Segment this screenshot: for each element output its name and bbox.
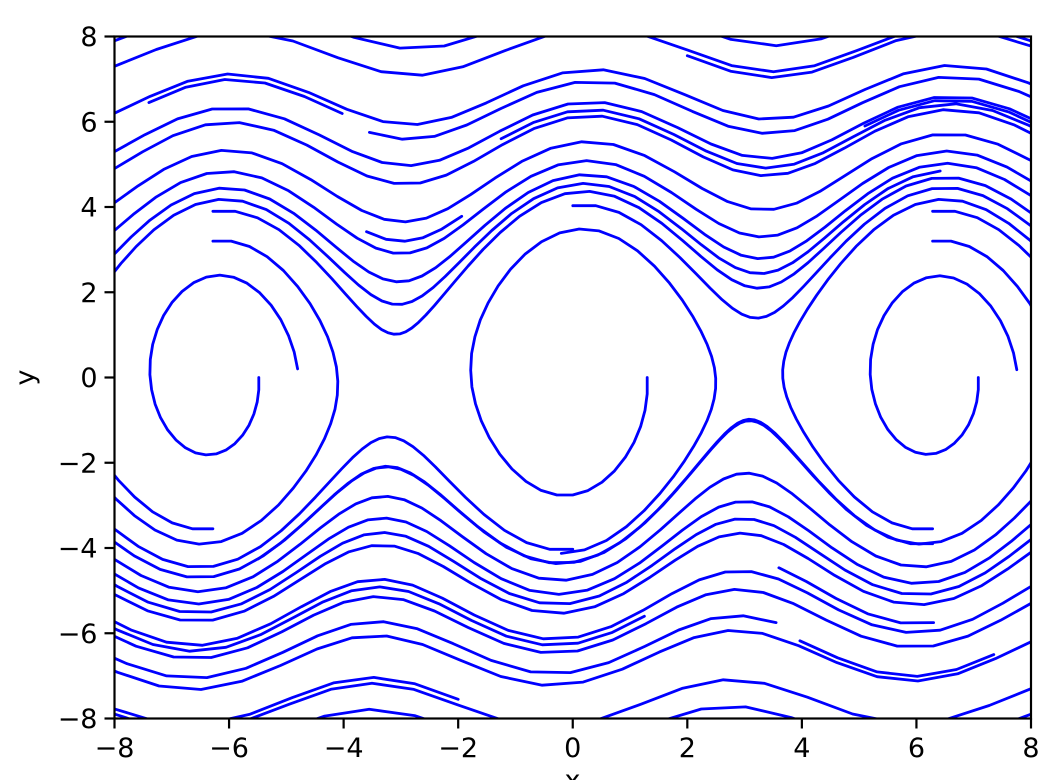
trajectory-line	[114, 419, 934, 579]
y-tick-label: −6	[58, 619, 98, 650]
x-axis-label: x	[565, 765, 581, 780]
trajectory-line	[114, 108, 1031, 185]
trajectory-line	[114, 64, 1031, 126]
y-tick-label: −2	[58, 448, 98, 479]
trajectory-line	[469, 227, 718, 555]
trajectory-line	[256, 239, 1031, 565]
x-axis-ticks: −8 −6 −4 −2 0 2 4 6 8	[95, 718, 1040, 764]
x-tick-label: 2	[679, 733, 696, 764]
trajectory-line	[114, 36, 833, 50]
trajectory-line	[211, 176, 1031, 336]
trajectory-line	[147, 78, 344, 115]
y-tick-label: 8	[80, 22, 97, 53]
x-tick-label: −4	[324, 733, 364, 764]
trajectory-line	[777, 566, 935, 625]
y-tick-label: 2	[80, 278, 97, 309]
trajectory-line	[148, 273, 299, 457]
y-tick-label: 0	[80, 363, 97, 394]
trajectory-line	[114, 629, 1031, 691]
trajectory-line	[114, 531, 1031, 622]
trajectory-line	[781, 198, 1031, 531]
trajectory-line	[114, 676, 460, 719]
trajectory-line	[365, 214, 464, 243]
trajectory-line	[114, 588, 1031, 659]
trajectory-line	[798, 639, 996, 678]
trajectory-line	[114, 169, 942, 531]
x-tick-label: −6	[209, 733, 249, 764]
x-tick-label: 6	[908, 733, 925, 764]
trajectory-line	[863, 99, 1031, 128]
trajectory-line	[368, 76, 1031, 141]
y-tick-label: −8	[58, 704, 98, 735]
trajectory-line	[114, 161, 1031, 284]
y-tick-label: 6	[80, 107, 97, 138]
y-axis-label: y	[10, 369, 41, 385]
x-tick-label: −8	[95, 733, 135, 764]
trajectory-line	[114, 585, 646, 653]
y-axis-ticks: −8 −6 −4 −2 0 2 4 6 8	[58, 22, 115, 735]
trajectory-line	[313, 705, 1031, 719]
trajectory-line	[868, 274, 1019, 456]
y-tick-label: 4	[80, 193, 97, 224]
trajectory-line	[114, 570, 1031, 647]
trajectory-line	[114, 471, 1031, 594]
trajectory-line	[499, 102, 1031, 170]
contour-lines	[114, 36, 1031, 719]
trajectory-line	[114, 614, 778, 679]
trajectory-line	[114, 435, 575, 568]
trajectory-line	[114, 149, 1031, 255]
y-tick-label: −4	[58, 534, 98, 565]
x-tick-label: 0	[564, 733, 581, 764]
x-tick-label: 4	[793, 733, 810, 764]
trajectory-line	[114, 239, 340, 546]
trajectory-line	[114, 517, 1031, 614]
trajectory-line	[114, 678, 1031, 719]
plot-frame	[113, 35, 1033, 720]
trajectory-line	[114, 36, 1031, 77]
trajectory-line	[571, 187, 1031, 320]
trajectory-line	[114, 133, 1031, 224]
trajectory-line	[114, 96, 1031, 167]
x-tick-label: −2	[438, 733, 478, 764]
trajectory-line	[114, 500, 1031, 606]
trajectory-line	[685, 36, 1031, 79]
x-tick-label: 8	[1022, 733, 1039, 764]
